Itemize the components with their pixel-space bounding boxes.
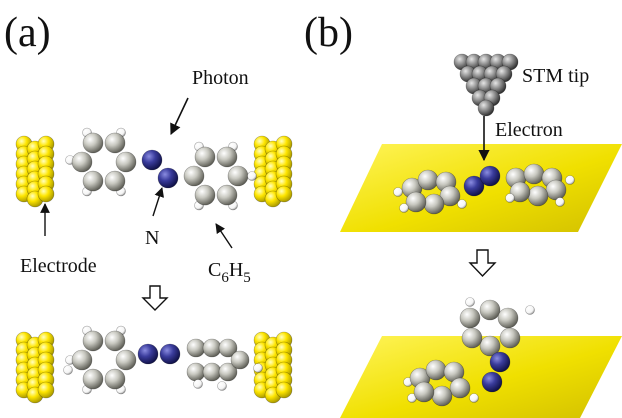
carbon-atom xyxy=(216,146,238,168)
photon-label: Photon xyxy=(192,67,249,89)
nitrogen-atom xyxy=(463,175,485,197)
left-electrode xyxy=(15,331,55,404)
panel-a-transition-arrow xyxy=(141,285,169,311)
carbon-atom xyxy=(186,338,206,358)
carbon-atom xyxy=(82,132,104,154)
gold-atom xyxy=(275,185,293,203)
panel-a-top-junction xyxy=(15,127,293,211)
carbon-atom xyxy=(449,377,471,399)
carbon-atom xyxy=(82,330,104,352)
phenyl-label-subscript-5: 5 xyxy=(243,270,251,286)
carbon-atom xyxy=(71,151,93,173)
trans-azobenzene-on-surface xyxy=(393,163,575,215)
carbon-atom xyxy=(479,299,501,321)
left-electrode xyxy=(15,135,55,208)
carbon-atom xyxy=(523,163,545,185)
carbon-atom xyxy=(545,179,567,201)
nitrogen-label: N xyxy=(145,227,159,249)
carbon-atom xyxy=(82,368,104,390)
carbon-atom xyxy=(459,307,481,329)
nitrogen-atom xyxy=(489,351,511,373)
carbon-atom xyxy=(218,362,238,382)
carbon-atom xyxy=(218,338,238,358)
hydrogen-atom xyxy=(247,171,257,181)
right-electrode xyxy=(253,331,293,404)
panel-a-label: (a) xyxy=(4,10,51,56)
carbon-atom xyxy=(194,184,216,206)
carbon-atom xyxy=(71,349,93,371)
hydrogen-atom xyxy=(193,379,203,389)
carbon-atom xyxy=(423,193,445,215)
carbon-atom xyxy=(431,385,453,407)
carbon-atom xyxy=(104,170,126,192)
carbon-atom xyxy=(527,185,549,207)
phenyl-label-h: H xyxy=(229,259,243,281)
cis-azobenzene-molecule xyxy=(63,325,263,395)
carbon-atom xyxy=(186,362,206,382)
cis-azobenzene-on-surface xyxy=(403,297,535,407)
carbon-atom xyxy=(82,170,104,192)
carbon-atom xyxy=(115,151,137,173)
carbon-atom xyxy=(417,169,439,191)
nitrogen-atom xyxy=(157,167,179,189)
hydrogen-atom xyxy=(63,365,73,375)
carbon-atom xyxy=(115,349,137,371)
gold-atom xyxy=(37,185,55,203)
carbon-atom xyxy=(425,359,447,381)
nitrogen-atom xyxy=(481,371,503,393)
gold-atom xyxy=(275,381,293,399)
phenyl-label: C6H5 xyxy=(208,259,251,286)
hydrogen-atom xyxy=(253,363,263,373)
stm-tip xyxy=(453,53,519,117)
carbon-atom xyxy=(479,335,501,357)
hydrogen-atom xyxy=(399,203,409,213)
carbon-atom xyxy=(227,165,249,187)
hydrogen-atom xyxy=(555,197,565,207)
carbon-atom xyxy=(499,327,521,349)
hydrogen-atom xyxy=(565,175,575,185)
panel-a-bottom-junction xyxy=(15,325,293,404)
carbon-atom xyxy=(202,362,222,382)
hydrogen-atom xyxy=(505,193,515,203)
panel-b-transition-arrow xyxy=(468,249,497,278)
nitrogen-atom xyxy=(159,343,181,365)
hydrogen-atom xyxy=(217,381,227,391)
hydrogen-atom xyxy=(469,393,479,403)
carbon-atom xyxy=(194,146,216,168)
carbon-atom xyxy=(413,381,435,403)
gold-atom xyxy=(37,381,55,399)
photon-arrow xyxy=(170,97,189,136)
trans-azobenzene-molecule xyxy=(65,127,257,211)
carbon-atom xyxy=(202,338,222,358)
carbon-atom xyxy=(497,307,519,329)
phenyl-label-subscript-6: 6 xyxy=(221,270,229,286)
electrode-label: Electrode xyxy=(20,255,97,277)
hydrogen-atom xyxy=(465,297,475,307)
hydrogen-atom xyxy=(525,305,535,315)
hydrogen-atom xyxy=(393,187,403,197)
stm-tip-label: STM tip xyxy=(522,65,589,87)
nitrogen-atom xyxy=(137,343,159,365)
electron-label: Electron xyxy=(495,119,563,141)
carbon-atom xyxy=(104,132,126,154)
carbon-atom xyxy=(104,330,126,352)
nitrogen-arrow xyxy=(152,187,164,217)
nitrogen-atom xyxy=(479,165,501,187)
phenyl-label-c: C xyxy=(208,259,221,281)
right-electrode xyxy=(253,135,293,208)
carbon-atom xyxy=(216,184,238,206)
nitrogen-atom xyxy=(141,149,163,171)
tip-atom xyxy=(477,99,495,117)
carbon-atom xyxy=(405,191,427,213)
hydrogen-atom xyxy=(457,199,467,209)
carbon-atom xyxy=(461,327,483,349)
carbon-atom xyxy=(509,181,531,203)
carbon-atom xyxy=(230,350,250,370)
carbon-atom xyxy=(183,165,205,187)
panel-b-label: (b) xyxy=(304,10,353,56)
phenyl-arrow xyxy=(215,223,233,249)
carbon-atom xyxy=(104,368,126,390)
